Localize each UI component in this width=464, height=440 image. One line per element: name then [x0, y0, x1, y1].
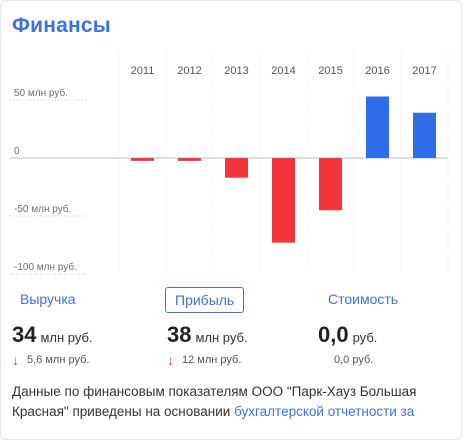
delta-value: 0,0 руб. — [334, 354, 373, 366]
down-arrow-icon: ↓ — [167, 351, 174, 368]
y-tick-label: 50 млн руб. — [14, 87, 68, 99]
x-tick-label: 2013 — [224, 65, 248, 77]
data-source-note: Данные по финансовым показателям ООО "Па… — [12, 382, 457, 422]
tab-profit[interactable]: Прибыль — [165, 287, 245, 313]
metric-profit-value: 38 — [167, 322, 192, 347]
bar — [178, 158, 201, 161]
bar — [366, 96, 389, 158]
delta-profit: ↓ 12 млн руб. — [167, 351, 242, 368]
tab-value[interactable]: Стоимость — [328, 291, 399, 307]
metric-profit: 38 млн руб. — [167, 322, 248, 348]
y-tick-label: -50 млн руб. — [14, 203, 71, 215]
metric-value-unit: руб. — [352, 330, 378, 345]
accounting-report-link[interactable]: бухгалтерской отчетности за — [234, 404, 415, 419]
bar — [272, 158, 295, 243]
metric-revenue-unit: млн руб. — [40, 330, 93, 345]
delta-profit-text: 12 млн руб. — [182, 354, 242, 366]
delta-revenue: ↓ 5,6 млн руб. — [12, 351, 90, 368]
y-tick-label: -100 млн руб. — [14, 261, 77, 273]
bar — [319, 158, 342, 211]
delta-revenue-text: 5,6 млн руб. — [27, 354, 90, 366]
data-source-text: Данные по финансовым показателям ООО "Па… — [12, 384, 417, 419]
tab-revenue[interactable]: Выручка — [20, 291, 76, 307]
delta-value-text: 0,0 руб. — [334, 354, 374, 366]
profit-bar-chart: 50 млн руб. 0 -50 млн руб. -100 млн руб. 201… — [10, 52, 449, 275]
metric-profit-unit: млн руб. — [195, 330, 248, 345]
bar — [413, 112, 436, 158]
x-tick-label: 2011 — [131, 65, 155, 77]
metric-revenue-value: 34 — [12, 322, 37, 347]
metric-value-value: 0,0 — [318, 322, 349, 347]
y-tick-label: 0 — [14, 146, 20, 157]
x-tick-label: 2015 — [318, 65, 342, 77]
metric-tabs: Выручка Прибыль Стоимость — [0, 287, 464, 313]
x-tick-label: 2012 — [177, 65, 201, 77]
metric-revenue: 34 млн руб. — [12, 322, 93, 348]
down-arrow-icon: ↓ — [12, 351, 19, 368]
section-title: Финансы — [12, 14, 111, 37]
metric-value: 0,0 руб. — [318, 322, 377, 348]
x-tick-label: 2017 — [412, 65, 436, 77]
bar — [131, 158, 154, 161]
x-tick-label: 2014 — [271, 65, 295, 77]
x-tick-label: 2016 — [365, 65, 389, 77]
bar — [225, 158, 248, 178]
